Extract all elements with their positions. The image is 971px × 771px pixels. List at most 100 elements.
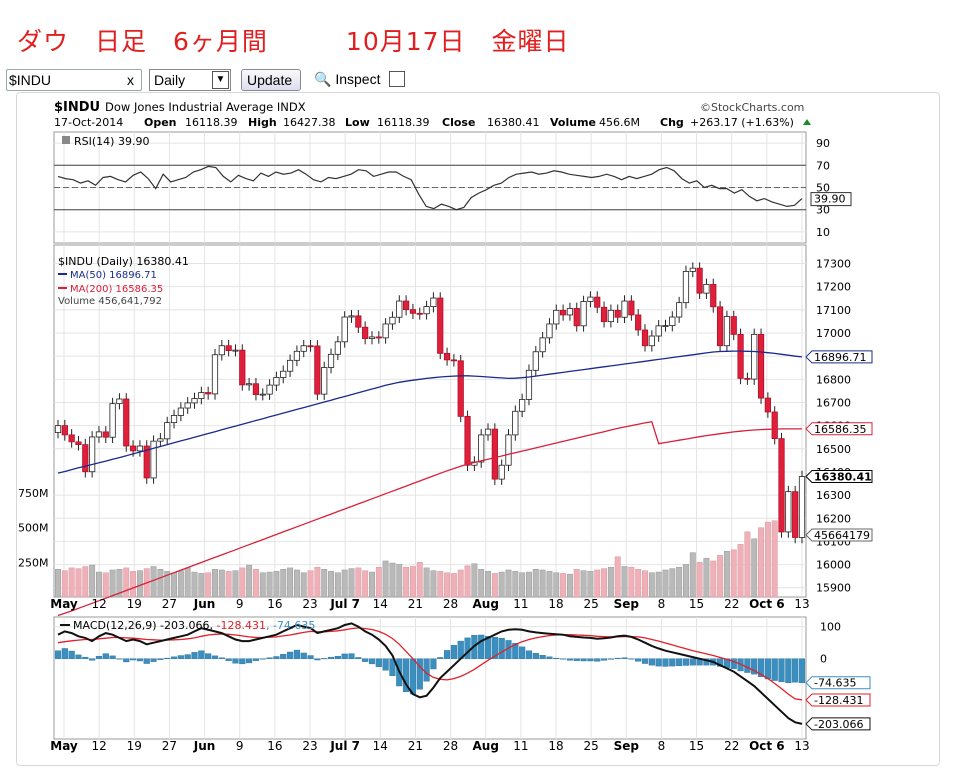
volume-bar bbox=[546, 571, 553, 598]
volume-bar bbox=[136, 570, 143, 598]
volume-bar bbox=[116, 569, 123, 598]
macd-histogram-bar bbox=[205, 653, 212, 659]
candle-body bbox=[170, 415, 178, 424]
macd-histogram-bar bbox=[546, 656, 553, 659]
macd-histogram-bar bbox=[82, 656, 89, 659]
volume-bar bbox=[348, 568, 355, 598]
volume-bar bbox=[478, 569, 485, 598]
high-value: 16427.38 bbox=[283, 116, 336, 129]
chart-toolbar: $INDU x Daily ▼ Update 🔍 Inspect bbox=[0, 69, 971, 93]
macd-histogram-bar bbox=[259, 658, 266, 660]
candle-body bbox=[348, 315, 355, 318]
price-tick-label: 17000 bbox=[816, 327, 851, 340]
candle-body bbox=[54, 425, 62, 433]
x-tick-label: Oct 6 bbox=[749, 597, 785, 611]
symbol-input[interactable]: $INDU x bbox=[6, 69, 142, 91]
macd-histogram-bar bbox=[246, 658, 253, 664]
volume-bar bbox=[642, 570, 648, 598]
macd-last-label-box bbox=[805, 717, 871, 731]
candle-body bbox=[792, 491, 799, 538]
candle-body bbox=[751, 333, 758, 380]
open-value: 16118.39 bbox=[185, 116, 238, 129]
chart-symbol: $INDU bbox=[54, 100, 100, 115]
macd-histogram-bar bbox=[403, 658, 410, 693]
x-tick-label: 16 bbox=[267, 739, 282, 753]
candle-body bbox=[559, 309, 567, 316]
volume-bar bbox=[232, 570, 239, 598]
x-tick-label: 8 bbox=[658, 739, 666, 753]
macd-histogram-bar bbox=[102, 653, 109, 659]
candle-body bbox=[703, 283, 710, 294]
volume-bar bbox=[689, 552, 696, 598]
candle-body bbox=[635, 314, 642, 331]
close-last-label: 16380.41 bbox=[814, 470, 872, 483]
inspect-label: Inspect bbox=[335, 71, 381, 87]
volume-bar bbox=[730, 549, 737, 598]
x-tick-label: 11 bbox=[513, 597, 528, 611]
macd-histogram-bar bbox=[532, 653, 539, 659]
period-select[interactable]: Daily ▼ bbox=[149, 69, 231, 91]
price-tick-label: 17200 bbox=[816, 281, 851, 294]
x-tick-label: 18 bbox=[548, 597, 563, 611]
candle-body bbox=[594, 296, 601, 308]
price-tick-label: 15900 bbox=[816, 582, 851, 595]
macd-histogram-bar bbox=[130, 658, 137, 661]
x-tick-label: 12 bbox=[92, 739, 107, 753]
candle-body bbox=[184, 402, 191, 409]
volume-bar bbox=[205, 572, 212, 598]
macd-signal-last-label-box bbox=[805, 693, 871, 707]
macd-histogram-bar bbox=[798, 658, 806, 684]
volume-bar bbox=[225, 571, 232, 598]
macd-histogram-bar bbox=[191, 652, 198, 659]
macd-histogram-bar bbox=[198, 650, 205, 659]
candle-body bbox=[553, 309, 560, 325]
candle-body bbox=[443, 352, 451, 361]
x-tick-label: 22 bbox=[724, 739, 739, 753]
macd-histogram-bar bbox=[61, 648, 68, 659]
macd-histogram-bar bbox=[621, 657, 628, 659]
volume-bar bbox=[246, 564, 253, 598]
candle-body bbox=[246, 383, 253, 386]
macd-plot bbox=[54, 622, 806, 725]
inspect-control[interactable]: 🔍 Inspect bbox=[314, 71, 380, 88]
candle-body bbox=[109, 403, 116, 438]
x-tick-label: 14 bbox=[373, 739, 388, 753]
update-button[interactable]: Update bbox=[241, 69, 301, 91]
rsi-tick-label: 70 bbox=[816, 159, 830, 172]
price-legend: $INDU (Daily) 16380.41 bbox=[58, 255, 189, 268]
candle-body bbox=[198, 392, 205, 399]
x-tick-label: 19 bbox=[127, 739, 142, 753]
macd-histogram-bar bbox=[512, 643, 519, 659]
chart-frame bbox=[16, 92, 940, 766]
price-plot bbox=[54, 262, 806, 617]
candle-body bbox=[648, 335, 655, 347]
macd-histogram-bar bbox=[423, 658, 430, 682]
volume-bar bbox=[218, 569, 225, 598]
rsi-tick-label: 10 bbox=[816, 226, 830, 239]
macd-histogram-bar bbox=[751, 658, 758, 675]
inspect-checkbox[interactable] bbox=[389, 71, 405, 87]
macd-histogram-bar bbox=[757, 658, 765, 677]
x-tick-label: 19 bbox=[127, 597, 142, 611]
volume-bar bbox=[723, 550, 730, 598]
close-last-label-box bbox=[805, 469, 873, 483]
up-arrow-icon bbox=[803, 119, 811, 125]
x-tick-label: 23 bbox=[302, 597, 317, 611]
candle-body bbox=[430, 297, 437, 308]
volume-bar bbox=[464, 565, 471, 598]
clear-symbol-icon[interactable]: x bbox=[127, 72, 134, 88]
candle-body bbox=[491, 428, 498, 480]
candle-body bbox=[389, 316, 396, 325]
volume-bar bbox=[341, 569, 348, 598]
volume-bar bbox=[566, 573, 573, 598]
macd-histogram-bar bbox=[778, 658, 785, 683]
volume-bar bbox=[758, 527, 765, 598]
macd-panel bbox=[53, 616, 807, 740]
candle-body bbox=[129, 445, 137, 452]
candle-body bbox=[416, 312, 423, 315]
volume-bar bbox=[266, 571, 273, 598]
volume-bar bbox=[334, 572, 341, 598]
macd-histogram-bar bbox=[519, 646, 526, 659]
chevron-down-icon[interactable]: ▼ bbox=[212, 71, 229, 89]
macd-histogram-bar bbox=[252, 658, 260, 661]
